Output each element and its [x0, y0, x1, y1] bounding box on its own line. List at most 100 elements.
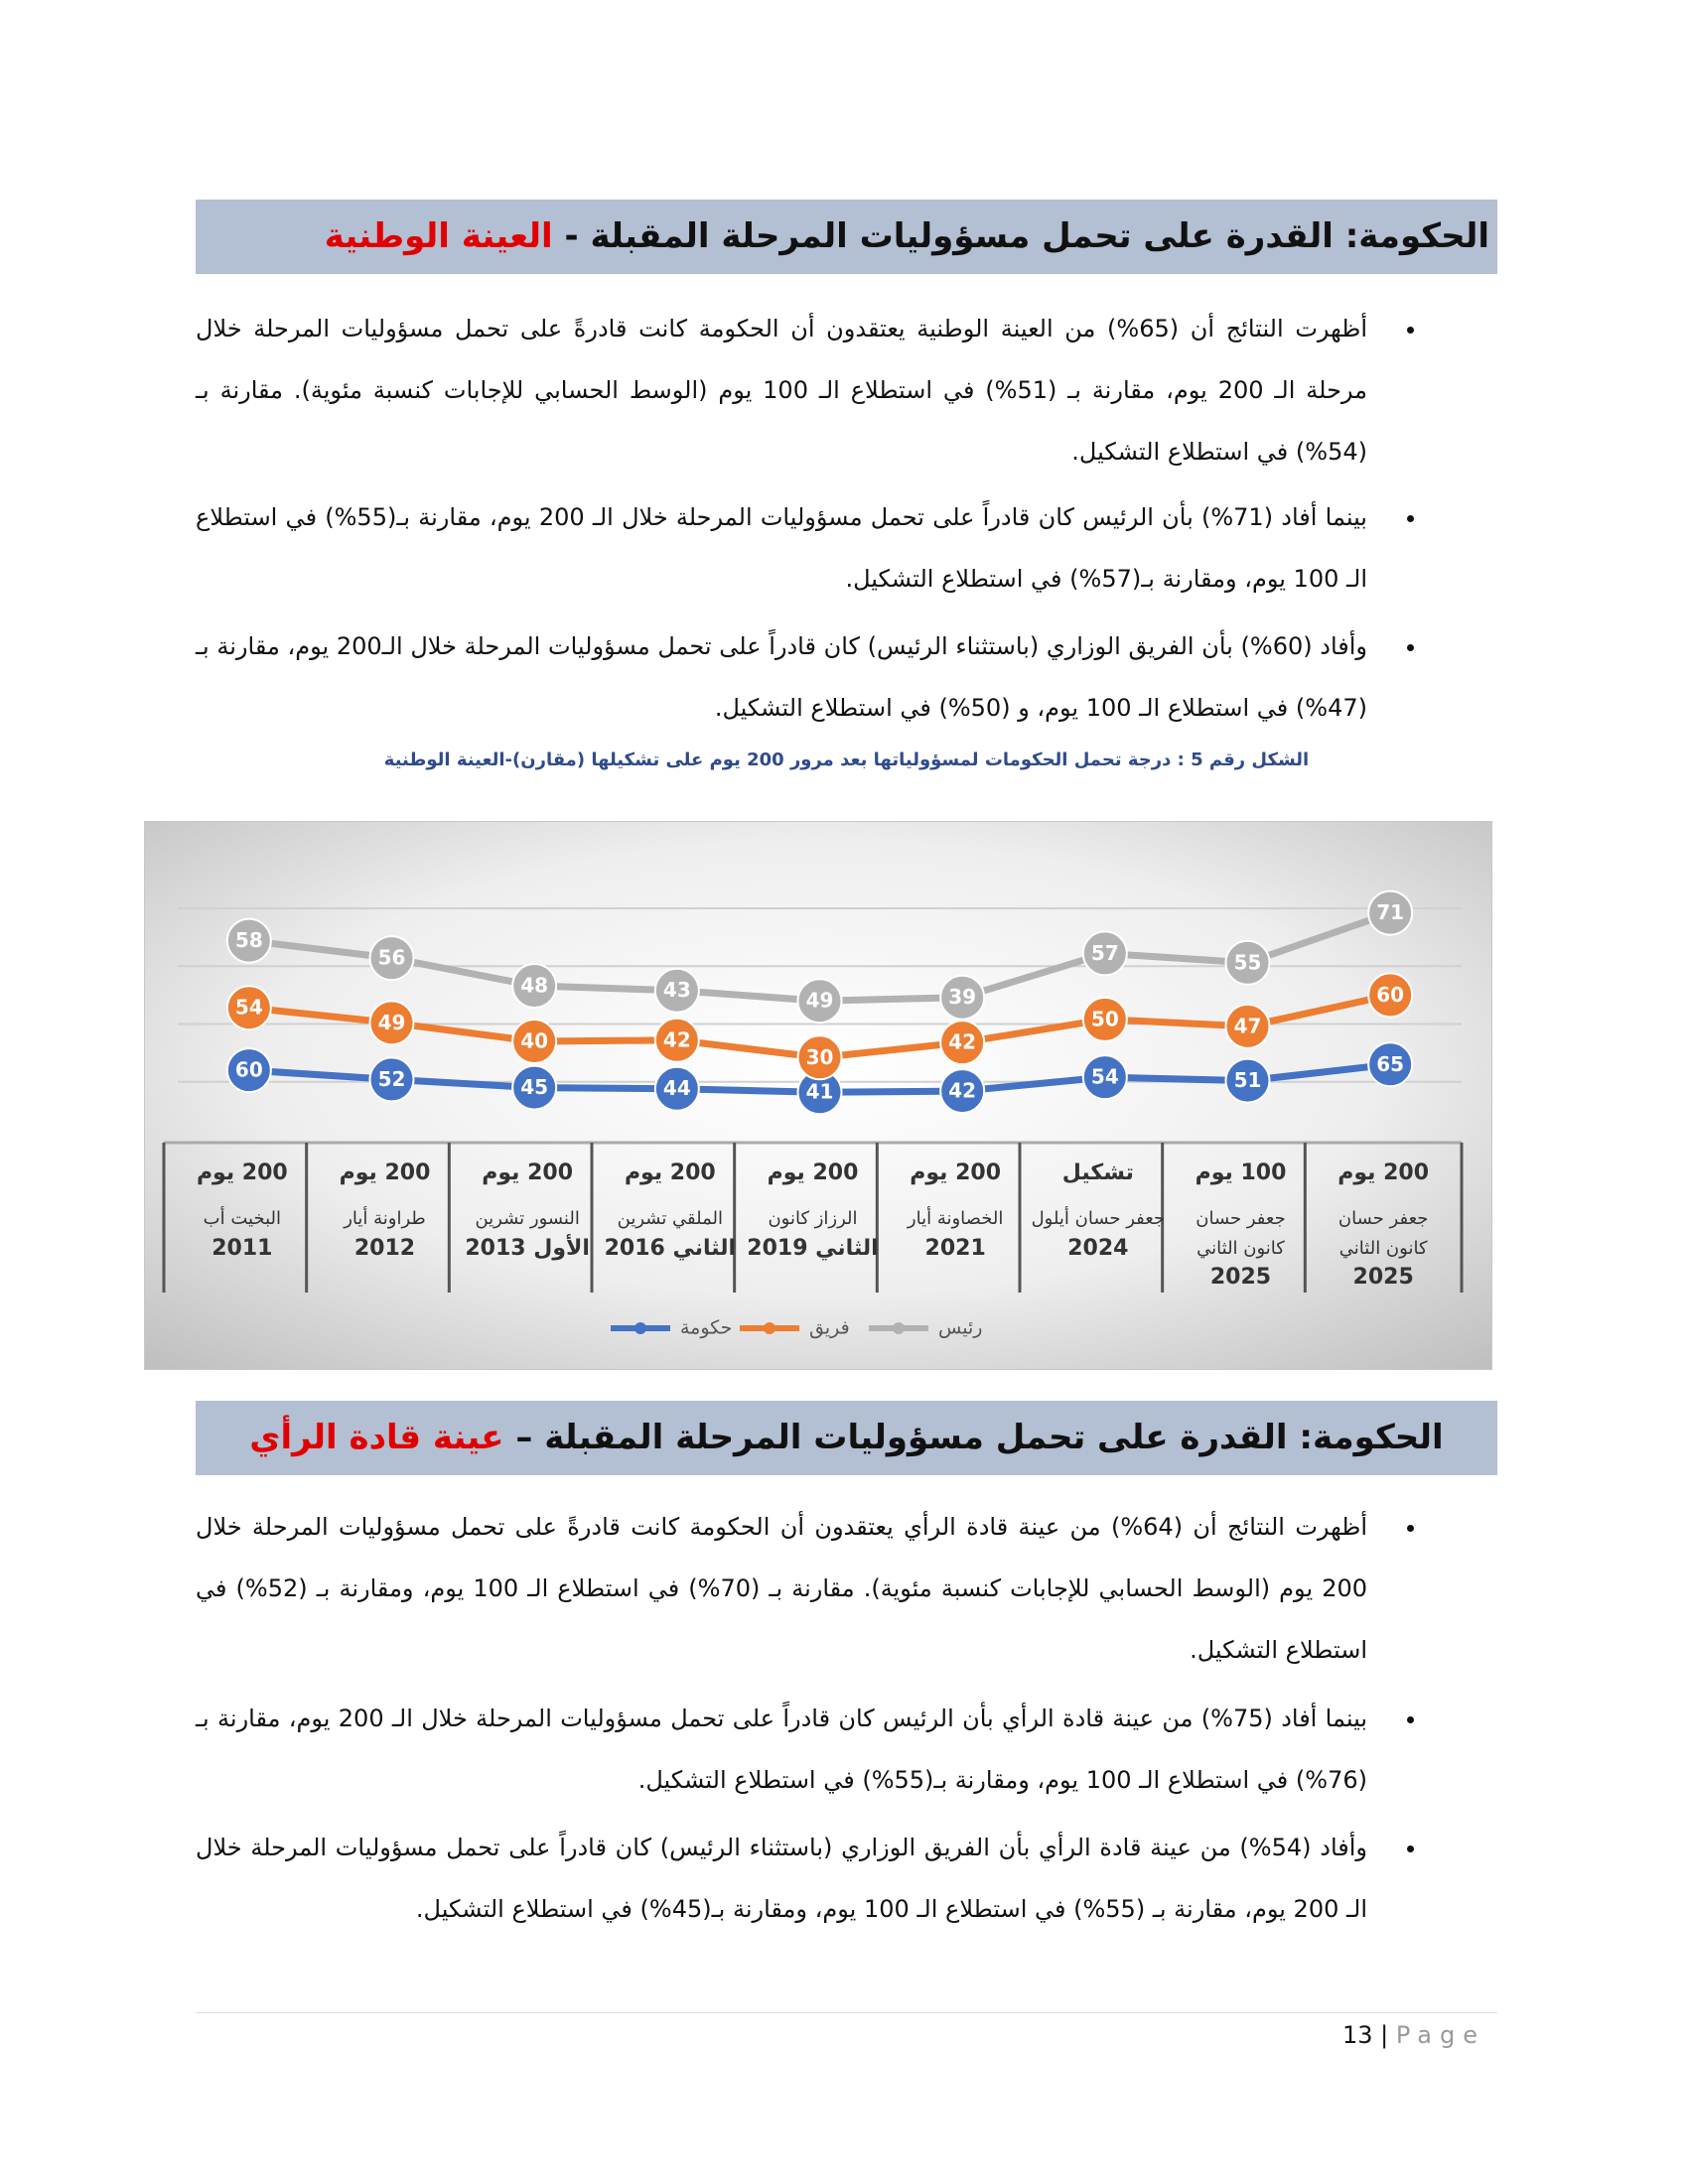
category-label: 100 يوم — [1196, 1160, 1287, 1185]
data-point — [1224, 1057, 1271, 1104]
category-label: كانون الثاني — [1339, 1238, 1428, 1259]
section-heading: الحكومة: القدرة على تحمل مسؤوليات المرحل… — [196, 1401, 1497, 1475]
category-label: 200 يوم — [768, 1160, 859, 1185]
bullet: أظهرت النتائج أن (64%) من عينة قادة الرأ… — [196, 1496, 1393, 1681]
data-point — [1367, 1041, 1414, 1088]
data-point — [939, 1020, 986, 1066]
data-label: 47 — [1234, 1014, 1262, 1037]
bullet: وأفاد (60%) بأن الفريق الوزاري (باستثناء… — [196, 615, 1393, 739]
legend-label: فريق — [809, 1317, 850, 1339]
data-point — [511, 1064, 558, 1111]
bullet: أظهرت النتائج أن (65%) من العينة الوطنية… — [196, 298, 1393, 482]
legend-marker — [634, 1322, 646, 1334]
data-point — [1081, 1054, 1128, 1101]
data-label: 71 — [1376, 900, 1404, 924]
data-label: 42 — [948, 1079, 976, 1103]
data-point — [368, 935, 415, 982]
heading-highlight: عينة قادة الرأي — [249, 1418, 504, 1457]
data-point — [368, 1000, 415, 1046]
category-label: 2024 — [1067, 1236, 1128, 1261]
bullet-list: بينما أفاد (71%) بأن الرئيس كان قادراً ع… — [196, 486, 1433, 614]
data-label: 42 — [663, 1027, 691, 1051]
category-label: الملقي تشرين — [618, 1208, 723, 1229]
data-point — [368, 1056, 415, 1103]
bullet-list: أظهرت النتائج أن (64%) من عينة قادة الرأ… — [196, 1496, 1433, 1685]
data-label: 48 — [520, 974, 548, 998]
data-label: 58 — [235, 928, 263, 952]
data-point — [796, 1034, 843, 1081]
category-label: الرزاز كانون — [768, 1208, 857, 1229]
data-point — [1224, 939, 1271, 986]
data-point — [511, 963, 558, 1010]
data-point — [225, 985, 272, 1031]
data-label: 54 — [1091, 1065, 1119, 1089]
heading-highlight: العينة الوطنية — [324, 216, 553, 256]
category-label: جعفر حسان — [1196, 1208, 1285, 1229]
data-label: 44 — [663, 1076, 691, 1100]
data-label: 42 — [948, 1030, 976, 1054]
page-label: Page — [1395, 2021, 1485, 2049]
chart: 200 يوم البخيت أب 2011 200 يوم طراونة أيار 20… — [144, 821, 1492, 1370]
data-point — [653, 967, 700, 1014]
data-point — [1224, 1003, 1271, 1049]
data-point — [1367, 972, 1414, 1019]
bullet: بينما أفاد (71%) بأن الرئيس كان قادراً ع… — [196, 486, 1393, 610]
data-point — [796, 978, 843, 1024]
data-point — [1081, 930, 1128, 977]
category-label: تشكيل — [1062, 1160, 1134, 1185]
bullet: بينما أفاد (75%) من عينة قادة الرأي بأن … — [196, 1688, 1393, 1811]
category-label: 200 يوم — [625, 1160, 716, 1185]
data-point — [939, 974, 986, 1021]
page-number: 13 — [1341, 2021, 1373, 2049]
category-label: طراونة أيار — [343, 1206, 426, 1229]
category-label: 200 يوم — [910, 1160, 1001, 1185]
data-point — [225, 1047, 272, 1094]
data-label: 49 — [378, 1011, 406, 1034]
heading-text: الحكومة: القدرة على تحمل مسؤوليات المرحل… — [503, 1418, 1444, 1457]
data-label: 49 — [806, 989, 834, 1013]
category-label: النسور تشرين — [475, 1208, 579, 1229]
heading-text: الحكومة: القدرة على تحمل مسؤوليات المرحل… — [552, 216, 1489, 256]
category-label: الأول 2013 — [465, 1233, 590, 1261]
data-point — [1367, 889, 1414, 936]
category-label: 2021 — [925, 1236, 986, 1261]
separator: | — [1380, 2021, 1389, 2049]
category-label: 200 يوم — [1337, 1160, 1429, 1185]
data-label: 43 — [663, 978, 691, 1002]
footer-rule — [196, 2012, 1497, 2013]
data-point — [653, 1017, 700, 1063]
data-label: 30 — [806, 1045, 834, 1069]
data-label: 52 — [378, 1067, 406, 1091]
category-label: البخيت أب — [204, 1206, 281, 1229]
category-label: كانون الثاني — [1196, 1238, 1285, 1259]
data-label: 39 — [948, 985, 976, 1009]
category-label: 2012 — [354, 1236, 415, 1261]
category-label: جعفر حسان — [1338, 1208, 1428, 1229]
category-label: 2011 — [211, 1236, 272, 1261]
footer: 13 | Page — [1342, 2021, 1485, 2049]
data-point — [653, 1065, 700, 1112]
data-point — [939, 1068, 986, 1115]
category-label: الخصاونة أيار — [907, 1206, 1003, 1229]
data-label: 40 — [520, 1028, 548, 1052]
data-point — [511, 1018, 558, 1064]
category-label: 200 يوم — [197, 1160, 288, 1185]
bullet-list: بينما أفاد (75%) من عينة قادة الرأي بأن … — [196, 1688, 1433, 1815]
legend-label: رئيس — [938, 1317, 982, 1339]
data-label: 45 — [520, 1075, 548, 1099]
category-label: الثاني 2019 — [747, 1236, 878, 1261]
category-label: جعفر حسان أيلول — [1032, 1206, 1166, 1229]
data-label: 55 — [1234, 950, 1262, 974]
data-label: 56 — [378, 946, 406, 970]
data-label: 60 — [235, 1058, 263, 1082]
bullet: وأفاد (54%) من عينة قادة الرأي بأن الفري… — [196, 1817, 1393, 1940]
figure-caption: الشكل رقم 5 : درجة تحمل الحكومات لمسؤولي… — [383, 750, 1310, 770]
bullet-list: وأفاد (54%) من عينة قادة الرأي بأن الفري… — [196, 1817, 1433, 1944]
data-label: 41 — [806, 1080, 834, 1104]
category-label: الثاني 2016 — [605, 1236, 736, 1261]
category-label: 200 يوم — [482, 1160, 573, 1185]
section-heading: الحكومة: القدرة على تحمل مسؤوليات المرحل… — [196, 200, 1497, 274]
data-label: 65 — [1376, 1052, 1404, 1076]
